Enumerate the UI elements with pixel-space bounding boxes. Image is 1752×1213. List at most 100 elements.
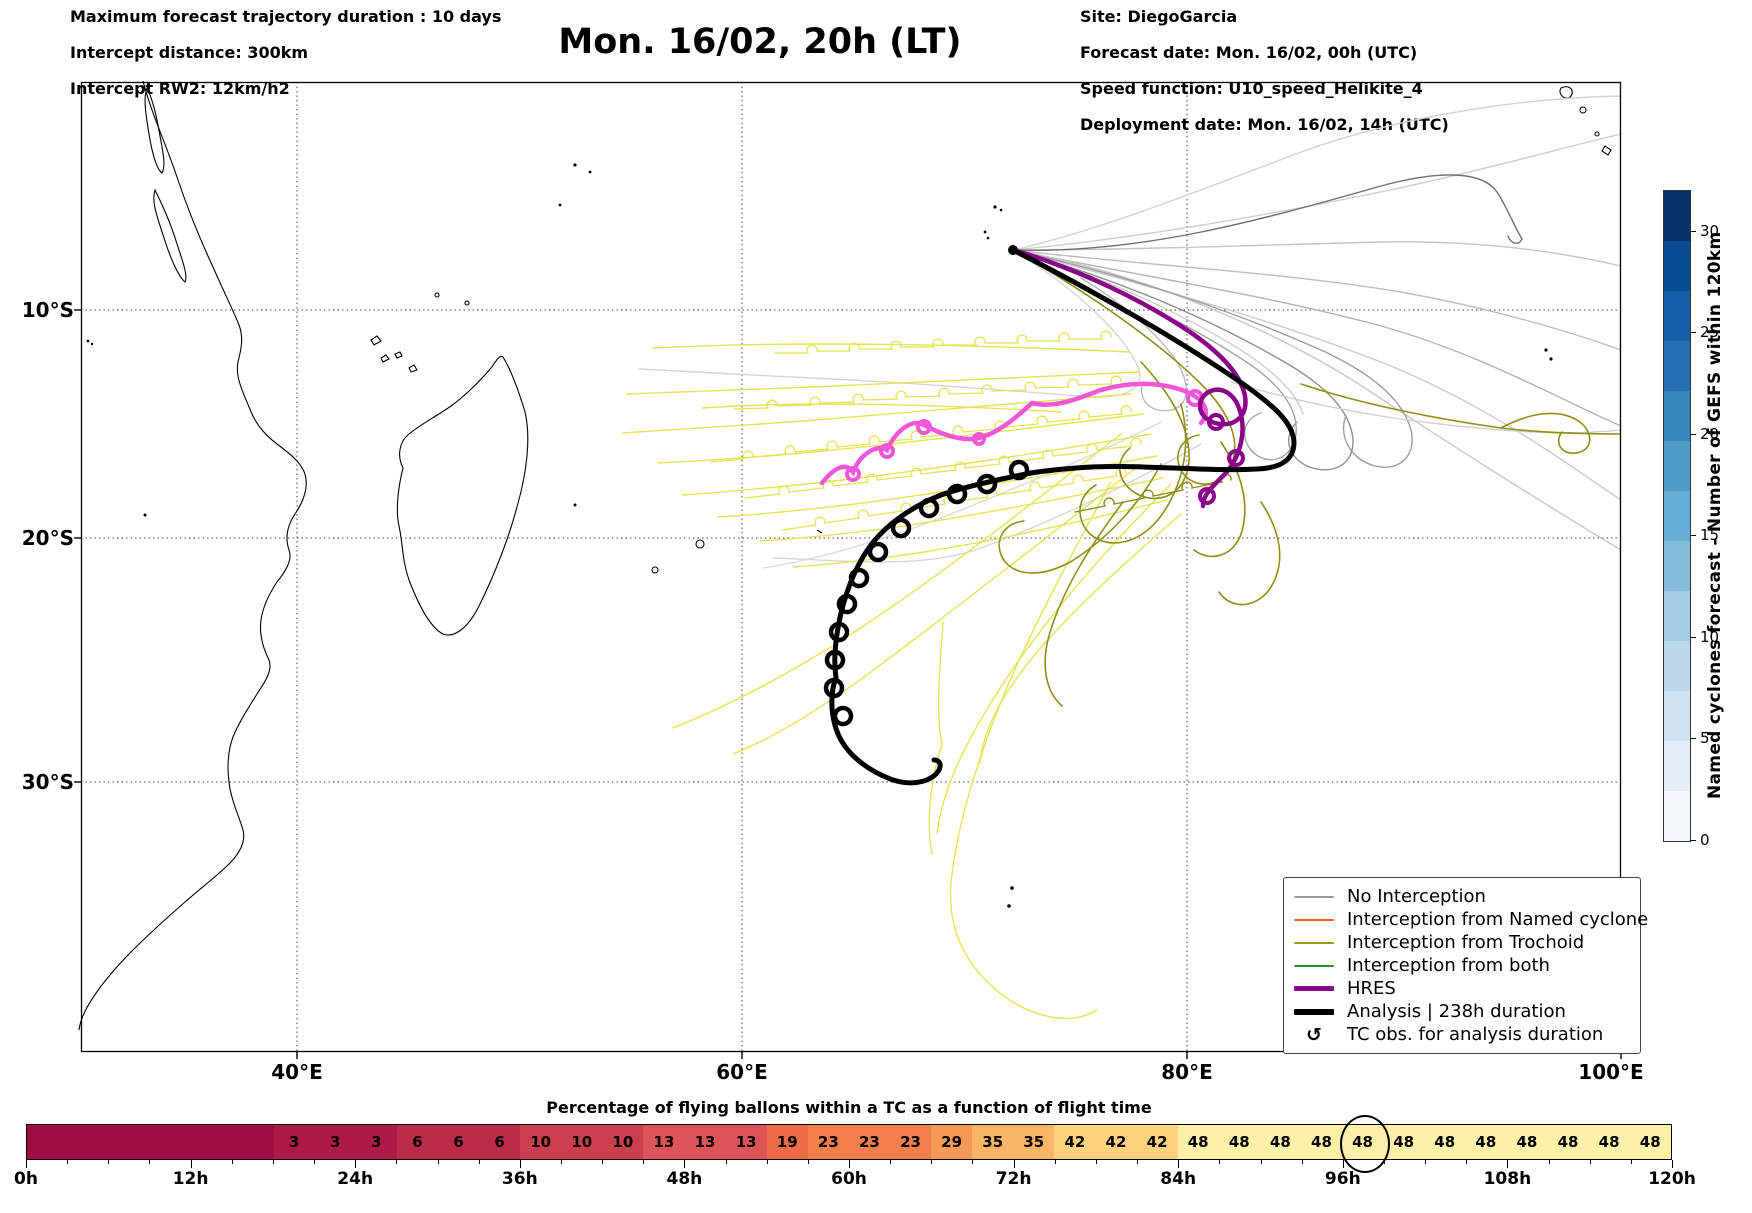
time-tick-label: 120h	[1648, 1169, 1696, 1189]
flight-bar-cell: 48	[1383, 1125, 1425, 1159]
flight-bar-cell: 48	[1547, 1125, 1589, 1159]
header-left-info: Maximum forecast trajectory duration : 1…	[70, 8, 501, 98]
max-duration-text: Maximum forecast trajectory duration : 1…	[70, 7, 502, 26]
y-tick-10S: 10°S	[21, 298, 74, 322]
time-tick	[849, 1160, 850, 1168]
intercept-rw2-text: Intercept RW2: 12km/h2	[70, 79, 290, 98]
legend-line-swatch	[1294, 895, 1334, 898]
time-tick	[1425, 1160, 1427, 1164]
time-tick	[231, 1160, 233, 1164]
lake-tanganyika	[144, 86, 165, 174]
mauritius-island	[695, 539, 705, 549]
intercept-distance-text: Intercept distance: 300km	[70, 43, 309, 62]
legend-item: No Interception	[1294, 885, 1630, 908]
tc-obs-rotate-icon: ↺	[1306, 1023, 1322, 1046]
flight-bar-cell	[109, 1125, 151, 1159]
rodrigues-island	[816, 529, 823, 534]
flight-bar-cells: 3 3 3 6 6 6 10 10 10 13 13 13 19 23 23 23 29 35 35 42 42 42 48…	[26, 1124, 1672, 1160]
colorbar-tick	[1690, 636, 1696, 638]
y-tick-30S: 30°S	[21, 770, 74, 794]
flight-bar-cell	[150, 1125, 192, 1159]
time-tick	[519, 1160, 521, 1168]
legend-item: ↺ TC obs. for analysis duration	[1294, 1023, 1630, 1046]
magenta-track	[819, 381, 1208, 486]
legend-label: Interception from Named cyclone	[1347, 909, 1649, 930]
flight-bar: 3 3 3 6 6 6 10 10 10 13 13 13 19 23 23 23 29 35 35 42 42 42 48…	[14, 1115, 1696, 1189]
time-tick-label: 84h	[1160, 1169, 1197, 1189]
time-tick	[1260, 1160, 1262, 1164]
time-tick-label: 12h	[172, 1169, 209, 1189]
colorbar-tick-label: 10	[1700, 627, 1720, 646]
time-tick-label: 60h	[831, 1169, 867, 1189]
flight-bar-cell: 10	[561, 1125, 603, 1159]
time-tick	[560, 1160, 562, 1164]
time-tick	[725, 1160, 727, 1164]
time-tick-label: 36h	[501, 1169, 538, 1189]
x-tick-60E: 60°E	[716, 1060, 768, 1084]
flight-bar-cell: 29	[931, 1125, 973, 1159]
africa-coastline	[78, 80, 307, 1031]
trochoid-yellow-trajectories	[622, 330, 1182, 1020]
flight-bar-cell: 42	[1054, 1125, 1096, 1159]
time-tick	[1095, 1160, 1097, 1164]
flight-bar-cell: 3	[355, 1125, 397, 1159]
legend-line-swatch	[1294, 964, 1334, 967]
colorbar-tick	[1690, 433, 1696, 435]
time-tick	[766, 1160, 768, 1164]
flight-bar-cell: 48	[1588, 1125, 1630, 1159]
flight-bar-cell: 42	[1136, 1125, 1178, 1159]
chagos-area-islands	[1559, 86, 1612, 156]
gefs-colorbar-ticks: 0 5 10 15 20 25 30	[1690, 190, 1750, 849]
comoros-islands	[370, 335, 418, 373]
colorbar-tick-label: 15	[1700, 526, 1720, 545]
trochoid-olive-trajectories	[998, 249, 1621, 707]
time-tick-label: 96h	[1324, 1169, 1361, 1189]
forecast-date-text: Forecast date: Mon. 16/02, 00h (UTC)	[1080, 43, 1418, 62]
y-tick-20S: 20°S	[21, 526, 74, 550]
flight-bar-cell: 13	[725, 1125, 767, 1159]
time-tick-label: 108h	[1483, 1169, 1532, 1189]
time-tick	[478, 1160, 480, 1164]
colorbar-tick	[1690, 535, 1696, 537]
flight-bar-title: Percentage of flying ballons within a TC…	[546, 1098, 1152, 1117]
legend-label: Analysis | 238h duration	[1347, 1001, 1566, 1022]
island	[464, 300, 470, 306]
time-tick	[890, 1160, 892, 1164]
start-point	[1008, 245, 1018, 255]
flight-bar-cell: 48	[1629, 1125, 1671, 1159]
time-tick	[108, 1160, 110, 1164]
flight-bar-cell: 48	[1465, 1125, 1507, 1159]
legend-item: Interception from Trochoid	[1294, 931, 1630, 954]
time-tick	[355, 1160, 357, 1168]
x-tick-100E: 100°E	[1578, 1060, 1644, 1084]
flight-bar-cell	[191, 1125, 233, 1159]
colorbar-tick-label: 30	[1700, 221, 1720, 240]
time-tick	[314, 1160, 316, 1164]
speed-function-text: Speed function: U10_speed_Helikite_4	[1080, 79, 1423, 98]
axis-ticks	[74, 309, 1622, 1059]
flight-bar-cell: 23	[848, 1125, 890, 1159]
time-tick	[1178, 1160, 1180, 1168]
time-tick	[26, 1160, 27, 1168]
time-tick	[1672, 1160, 1673, 1168]
map-frame	[80, 81, 1622, 1053]
flight-bar-cell: 48	[1218, 1125, 1260, 1159]
time-tick	[1301, 1160, 1303, 1164]
flight-bar-cell: 13	[643, 1125, 685, 1159]
legend-label: No Interception	[1347, 886, 1486, 907]
legend-line-swatch	[1294, 986, 1334, 991]
flight-bar-cell: 19	[766, 1125, 808, 1159]
legend-label: Interception from Trochoid	[1347, 932, 1585, 953]
colorbar-tick	[1690, 230, 1696, 232]
lake-malawi	[153, 188, 187, 283]
flight-bar-cell: 6	[479, 1125, 521, 1159]
flight-bar-cell: 23	[889, 1125, 932, 1159]
flight-bar-axis: 0h 12h 24h 36h 48h 60h 72h 84h 96h 108h 120h	[14, 1160, 1696, 1190]
reunion-island	[651, 566, 659, 574]
madagascar	[396, 355, 529, 636]
time-tick	[1137, 1160, 1139, 1164]
time-tick	[684, 1160, 686, 1168]
analysis-track	[823, 247, 1297, 786]
time-tick	[972, 1160, 974, 1164]
